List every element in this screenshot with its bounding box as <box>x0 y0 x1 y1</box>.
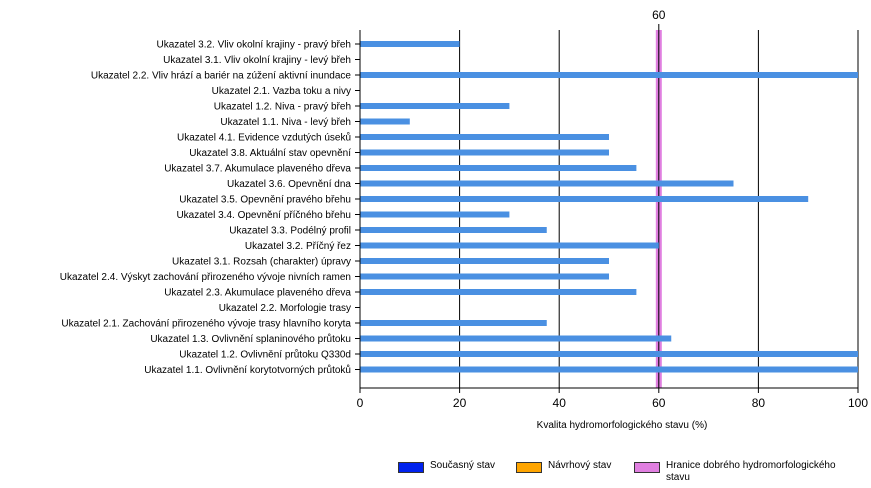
x-tick-label-60: 60 <box>652 396 666 410</box>
bar-21 <box>360 351 858 357</box>
category-label-17: Ukazatel 2.3. Akumulace plaveného dřeva <box>164 288 351 299</box>
legend-swatch-proposed <box>516 462 542 473</box>
x-tick-label-0: 0 <box>357 396 364 410</box>
legend-item-current: Současný stav <box>398 460 495 473</box>
threshold-band: 60 <box>652 8 666 388</box>
x-tick-label-100: 100 <box>848 396 868 410</box>
bar-9 <box>360 165 637 171</box>
bar-22 <box>360 366 858 373</box>
legend-swatch-threshold <box>634 462 660 473</box>
category-label-12: Ukazatel 3.4. Opevnění příčného břehu <box>176 210 351 221</box>
x-tick-label-40: 40 <box>553 396 567 410</box>
bars <box>360 41 858 373</box>
category-label-20: Ukazatel 1.3. Ovlivnění splaninového prů… <box>150 333 351 345</box>
bar-1 <box>360 41 460 47</box>
category-labels: Ukazatel 3.2. Vliv okolní krajiny - prav… <box>60 40 352 377</box>
category-label-9: Ukazatel 3.7. Akumulace plaveného dřeva <box>164 164 351 175</box>
legend-swatch-current <box>398 462 424 473</box>
x-axis-title: Kvalita hydromorfologického stavu (%) <box>537 420 708 431</box>
category-label-14: Ukazatel 3.2. Příčný řez <box>245 241 351 252</box>
category-label-13: Ukazatel 3.3. Podélný profil <box>229 226 351 237</box>
bar-8 <box>360 149 609 156</box>
legend-label-threshold: Hranice dobrého hydromorfologického stav… <box>666 460 836 483</box>
category-label-22: Ukazatel 1.1. Ovlivnění korytotvorných p… <box>144 364 351 376</box>
hydromorphology-bar-chart: 60 Ukazatel 3.2. Vliv okolní krajiny - p… <box>60 8 869 431</box>
bar-16 <box>360 273 609 280</box>
x-tick-label-80: 80 <box>752 396 766 410</box>
category-label-1: Ukazatel 3.2. Vliv okolní krajiny - prav… <box>156 40 351 51</box>
category-label-19: Ukazatel 2.1. Zachování přirozeného vývo… <box>61 319 351 330</box>
legend-item-threshold: Hranice dobrého hydromorfologického stav… <box>634 460 864 484</box>
category-label-7: Ukazatel 4.1. Evidence vzdutých úseků <box>177 132 351 144</box>
x-tick-label-20: 20 <box>453 396 467 410</box>
category-label-5: Ukazatel 1.2. Niva - pravý břeh <box>214 102 351 113</box>
legend: Současný stav Návrhový stav Hranice dobr… <box>398 460 868 488</box>
category-label-3: Ukazatel 2.2. Vliv hrází a bariér na zúž… <box>91 71 352 82</box>
bar-14 <box>360 242 659 249</box>
category-label-21: Ukazatel 1.2. Ovlivnění průtoku Q330d <box>179 349 351 361</box>
legend-label-current: Současný stav <box>430 460 496 471</box>
bar-3 <box>360 72 858 78</box>
bar-10 <box>360 180 734 187</box>
bar-19 <box>360 320 547 326</box>
bar-7 <box>360 134 609 140</box>
bar-11 <box>360 196 809 202</box>
bar-6 <box>360 118 410 125</box>
bar-13 <box>360 227 547 233</box>
category-label-8: Ukazatel 3.8. Aktuální stav opevnění <box>189 148 351 159</box>
bar-5 <box>360 103 510 109</box>
bar-15 <box>360 258 609 264</box>
bar-12 <box>360 211 510 218</box>
axes <box>355 30 859 393</box>
bar-17 <box>360 289 637 295</box>
category-label-2: Ukazatel 3.1. Vliv okolní krajiny - levý… <box>163 55 351 66</box>
category-label-18: Ukazatel 2.2. Morfologie trasy <box>219 303 351 314</box>
legend-item-proposed: Návrhový stav <box>516 460 611 473</box>
category-label-11: Ukazatel 3.5. Opevnění pravého břehu <box>179 195 351 206</box>
category-label-16: Ukazatel 2.4. Výskyt zachování přirozené… <box>60 272 351 283</box>
category-label-6: Ukazatel 1.1. Niva - levý břeh <box>220 117 351 128</box>
category-label-15: Ukazatel 3.1. Rozsah (charakter) úpravy <box>172 257 351 268</box>
bar-20 <box>360 335 672 342</box>
threshold-label: 60 <box>652 8 666 22</box>
legend-label-proposed: Návrhový stav <box>548 460 612 471</box>
category-label-10: Ukazatel 3.6. Opevnění dna <box>227 179 351 190</box>
x-tick-labels: 0 20 40 60 80 100 <box>357 396 869 410</box>
category-label-4: Ukazatel 2.1. Vazba toku a nivy <box>212 86 351 97</box>
